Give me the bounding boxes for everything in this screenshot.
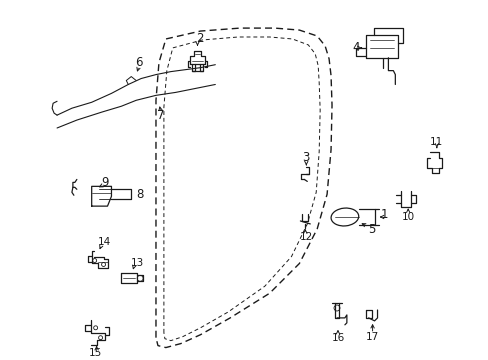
Text: 10: 10 [401,212,414,222]
Text: 7: 7 [157,109,164,122]
Text: 2: 2 [195,32,203,45]
Text: 6: 6 [135,56,142,69]
Text: 17: 17 [365,332,378,342]
Text: 13: 13 [130,257,143,267]
Text: 4: 4 [351,41,359,54]
Text: 14: 14 [98,237,111,247]
Text: 9: 9 [101,176,108,189]
Text: 16: 16 [331,333,344,343]
Text: 3: 3 [302,151,309,164]
Text: 5: 5 [367,223,374,237]
Text: 8: 8 [136,188,143,201]
Text: 1: 1 [380,208,387,221]
Text: 15: 15 [89,347,102,357]
Text: 12: 12 [299,232,312,242]
Text: 11: 11 [429,137,443,147]
